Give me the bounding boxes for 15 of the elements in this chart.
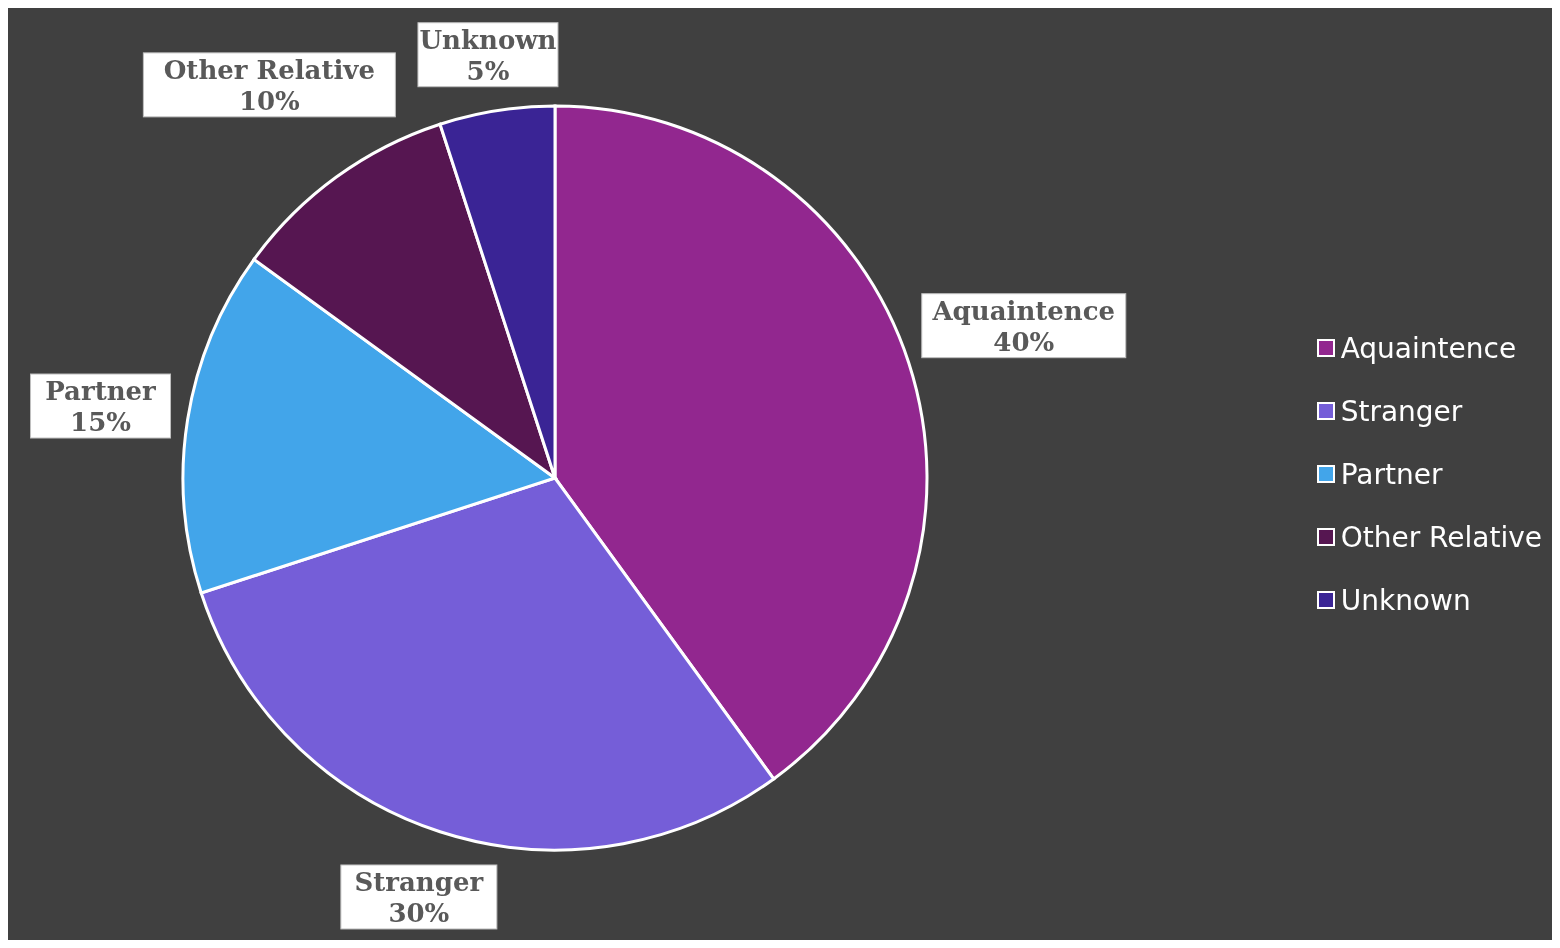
slice-label: Partner — [45, 376, 157, 407]
data-label: 40% — [993, 326, 1055, 357]
slice-label: Stranger — [354, 866, 484, 897]
data-label: 30% — [388, 897, 450, 928]
data-label: 10% — [238, 85, 301, 116]
legend-label: Partner — [1340, 457, 1443, 491]
slice-label: Unknown — [419, 24, 557, 55]
legend-label: Unknown — [1340, 583, 1471, 617]
data-label: 5% — [466, 55, 510, 86]
legend-label: Aquaintence — [1340, 331, 1517, 365]
slice-label: Aquaintence — [931, 295, 1116, 326]
data-label: 15% — [70, 407, 132, 438]
legend-label: Stranger — [1340, 394, 1463, 428]
legend-label: Other Relative — [1340, 520, 1542, 554]
slice-label: Other Relative — [163, 54, 375, 85]
